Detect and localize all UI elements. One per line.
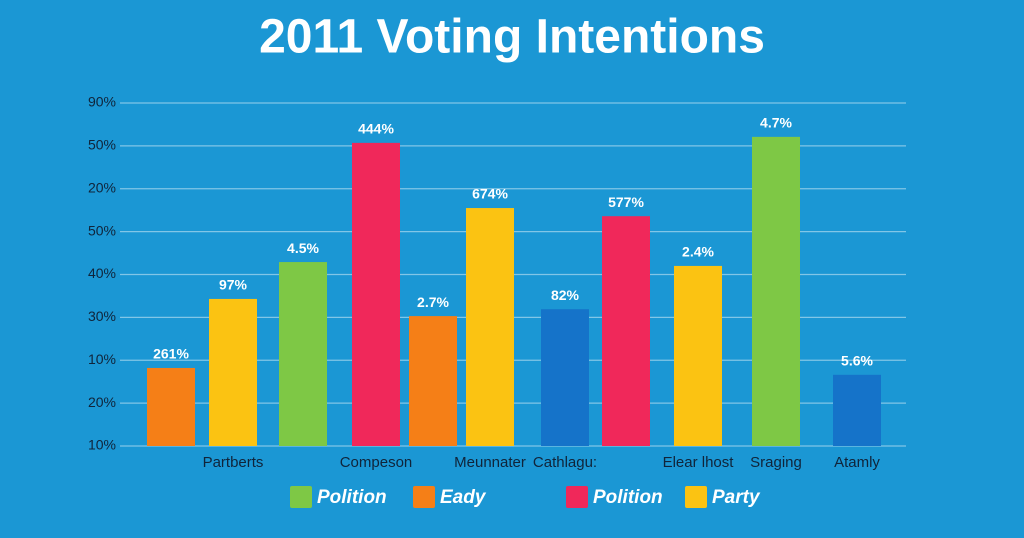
bar (209, 298, 257, 446)
bar-annotation: 444% (358, 121, 394, 137)
bar (466, 208, 514, 446)
bar-annotation: 82% (551, 287, 580, 303)
bar-annotation: 97% (219, 277, 248, 293)
x-tick-label: Meunnater (454, 454, 526, 471)
y-tick-label: 30% (88, 308, 116, 324)
legend-swatch (566, 486, 588, 508)
bar (833, 374, 881, 446)
bar-annotation: 674% (472, 186, 508, 202)
bar (147, 367, 195, 446)
x-tick-label: Cathlagu: (533, 454, 597, 471)
bar (602, 216, 650, 446)
y-tick-label: 40% (88, 265, 116, 281)
bar (752, 136, 800, 446)
legend-swatch (685, 486, 707, 508)
bar-annotation: 261% (153, 346, 189, 362)
y-tick-label: 10% (88, 437, 116, 453)
bar (409, 316, 457, 446)
bar (541, 309, 589, 446)
x-tick-label: Partberts (203, 454, 264, 471)
x-tick-label: Elear lhost (663, 454, 735, 471)
y-tick-label: 90% (88, 94, 116, 110)
bar-annotation: 4.5% (287, 240, 319, 256)
x-tick-label: Compeson (340, 454, 413, 471)
y-tick-label: 10% (88, 351, 116, 367)
y-tick-label: 50% (88, 137, 116, 153)
legend-label: Polition (593, 487, 663, 508)
bar (352, 142, 400, 446)
legend-swatch (290, 486, 312, 508)
bar-annotation: 4.7% (760, 115, 792, 131)
legend-swatch (413, 486, 435, 508)
y-tick-label: 50% (88, 222, 116, 238)
bar (674, 265, 722, 446)
legend-label: Eady (440, 487, 487, 508)
chart-title: 2011 Voting Intentions (259, 11, 765, 64)
bar-annotation: 5.6% (841, 353, 873, 369)
bar-annotation: 2.4% (682, 244, 714, 260)
bar-annotation: 577% (608, 194, 644, 210)
legend-label: Polition (317, 487, 387, 508)
x-tick-label: Atamly (834, 454, 880, 471)
y-tick-label: 20% (88, 394, 116, 410)
x-tick-label: Sraging (750, 454, 802, 471)
y-tick-label: 20% (88, 179, 116, 195)
bar-annotation: 2.7% (417, 294, 449, 310)
bar (279, 262, 327, 446)
legend-label: Party (712, 487, 761, 508)
